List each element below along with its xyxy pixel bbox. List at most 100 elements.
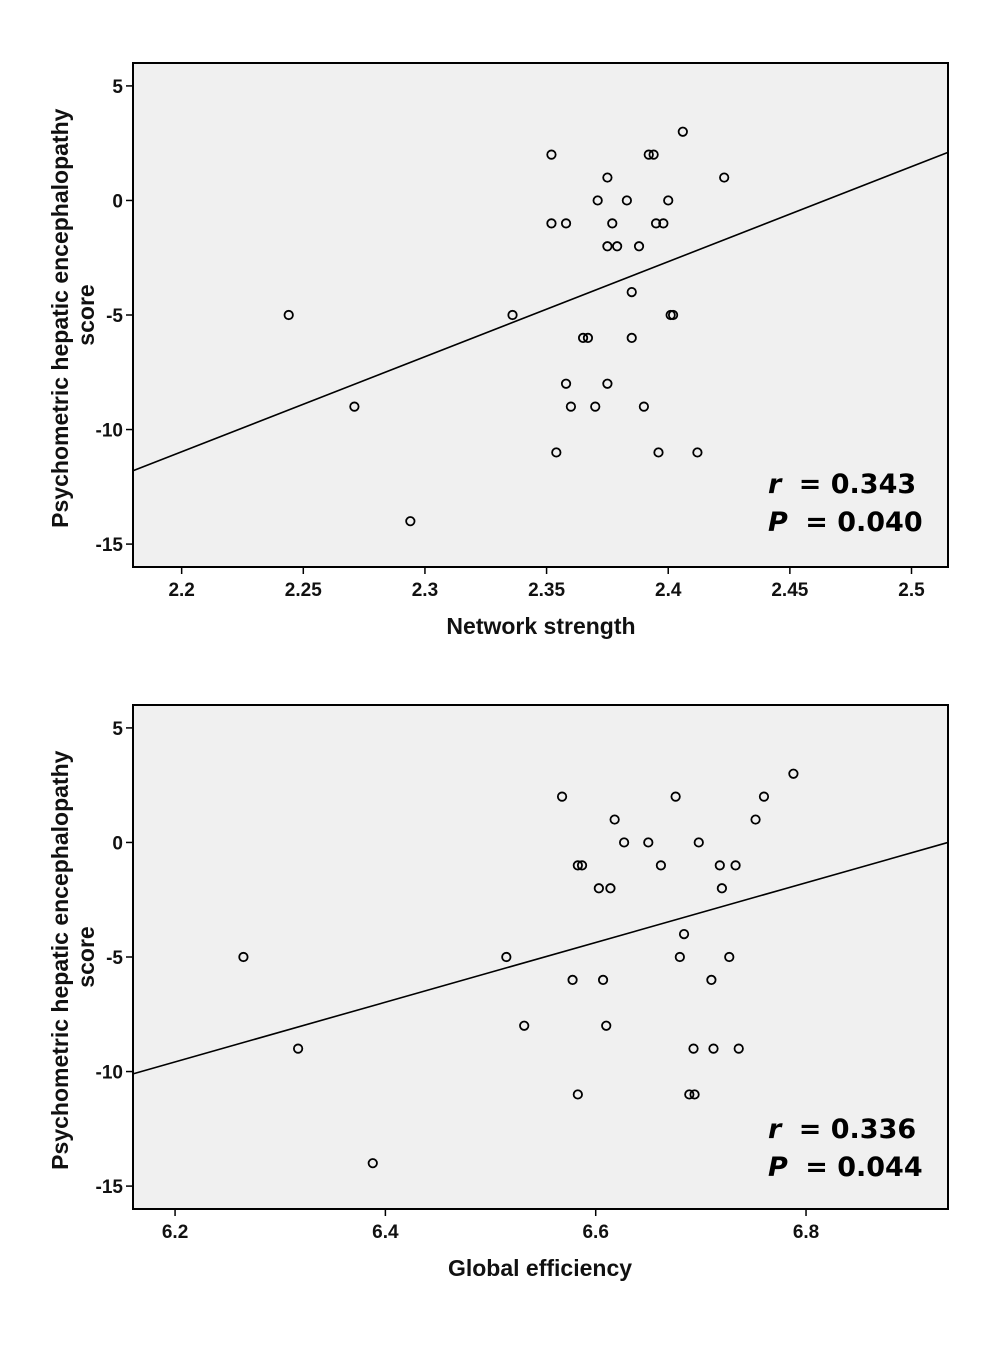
x-tick-label: 6.4 <box>372 1222 399 1243</box>
x-axis: 6.2 6.4 6.6 6.8 <box>162 1209 819 1243</box>
stat-r-value: = 0.336 <box>799 1114 916 1145</box>
stat-p-symbol: P <box>768 507 788 538</box>
data-point <box>689 1089 700 1100</box>
x-tick-label: 6.6 <box>582 1222 608 1243</box>
x-tick-label: 6.2 <box>162 1222 188 1243</box>
y-tick-label: -10 <box>96 421 123 442</box>
data-point <box>546 149 557 160</box>
plot-area <box>132 704 949 1210</box>
data-point <box>750 814 761 825</box>
data-point <box>572 1089 583 1100</box>
data-point <box>619 837 630 848</box>
data-point <box>667 309 679 321</box>
stat-p: P = 0.040 <box>768 507 923 538</box>
data-point <box>655 860 667 871</box>
data-point <box>658 218 669 229</box>
data-point <box>572 860 583 871</box>
data-point <box>238 951 249 963</box>
data-point <box>577 332 589 344</box>
data-point <box>688 1043 699 1054</box>
stat-p-value: = 0.044 <box>805 1152 922 1183</box>
data-point <box>677 126 688 137</box>
y-tick-label: -15 <box>96 1177 124 1198</box>
data-point <box>609 814 620 825</box>
y-axis-title-line1: Psychometric hepatic encephalopathy <box>47 750 73 1169</box>
x-tick-label: 2.5 <box>898 580 925 601</box>
x-axis-title: Network strength <box>446 613 635 639</box>
data-point <box>670 791 681 802</box>
data-point <box>565 401 577 412</box>
data-point <box>621 195 632 206</box>
stat-r-symbol: r <box>768 1114 783 1145</box>
y-tick-label: -5 <box>106 306 123 327</box>
data-point <box>560 378 572 389</box>
data-point <box>648 149 659 160</box>
data-point <box>653 447 664 458</box>
panel-global-efficiency: 5 0 -5 -10 -15 6.2 6.4 6.6 6.8 Global efficienc… <box>47 704 949 1281</box>
y-tick-label: 0 <box>112 191 123 212</box>
data-point <box>283 309 294 321</box>
y-axis: 5 0 -5 -10 -15 <box>96 719 133 1198</box>
y-tick-label: -5 <box>106 948 123 969</box>
data-point <box>714 860 725 871</box>
x-tick-label: 2.25 <box>285 580 322 601</box>
stat-r: r = 0.336 <box>768 1114 916 1145</box>
x-tick-label: 2.4 <box>655 580 682 601</box>
data-point <box>601 1020 612 1031</box>
data-point <box>593 883 604 894</box>
data-point <box>724 951 735 963</box>
plot-area <box>132 62 949 568</box>
panel-network-strength: 5 0 -5 -10 -15 2.2 2.25 2.3 2.35 2.4 2.45 2.5 Netw… <box>47 62 949 639</box>
data-point <box>501 951 512 963</box>
data-point <box>602 378 613 389</box>
stat-r-symbol: r <box>768 469 783 500</box>
data-point <box>716 883 728 894</box>
data-point <box>650 218 662 229</box>
data-points <box>238 768 799 1169</box>
data-point <box>367 1158 378 1169</box>
data-point <box>597 974 609 986</box>
x-tick-label: 2.3 <box>412 580 438 601</box>
y-axis-title-line2: score <box>73 284 99 345</box>
stat-p-symbol: P <box>768 1152 788 1183</box>
y-tick-label: 5 <box>112 77 123 98</box>
data-point <box>602 172 613 183</box>
data-point <box>349 401 360 412</box>
x-tick-label: 2.35 <box>528 580 565 601</box>
regression-line <box>132 151 949 472</box>
x-tick-label: 2.45 <box>771 580 808 601</box>
data-point <box>612 241 623 252</box>
x-tick-label: 2.2 <box>168 580 194 601</box>
data-point <box>633 241 645 252</box>
data-point <box>719 172 730 183</box>
data-point <box>663 195 674 206</box>
data-point <box>567 974 578 986</box>
data-point <box>560 218 572 229</box>
data-point <box>638 401 649 412</box>
data-point <box>602 241 613 252</box>
data-point <box>405 516 416 527</box>
data-point <box>674 951 685 963</box>
y-axis-title: Psychometric hepatic encephalopathy scor… <box>47 102 99 528</box>
data-point <box>758 791 770 802</box>
data-point <box>708 1043 719 1054</box>
data-point <box>678 928 690 940</box>
data-point <box>507 309 518 321</box>
stat-r: r = 0.343 <box>768 469 916 500</box>
data-point <box>692 447 703 458</box>
data-point <box>546 218 557 229</box>
x-axis-title: Global efficiency <box>448 1255 632 1281</box>
x-axis: 2.2 2.25 2.3 2.35 2.4 2.45 2.5 <box>168 567 925 601</box>
data-point <box>626 332 637 344</box>
y-axis-title-line2: score <box>73 926 99 987</box>
data-point <box>582 332 594 344</box>
y-tick-label: 5 <box>112 719 123 740</box>
data-point <box>519 1020 530 1031</box>
data-point <box>788 768 799 779</box>
stat-p: P = 0.044 <box>768 1152 923 1183</box>
y-axis-title: Psychometric hepatic encephalopathy scor… <box>47 744 99 1170</box>
y-tick-label: 0 <box>112 833 123 854</box>
stat-p-value: = 0.040 <box>805 507 922 538</box>
regression-line <box>132 841 949 1075</box>
